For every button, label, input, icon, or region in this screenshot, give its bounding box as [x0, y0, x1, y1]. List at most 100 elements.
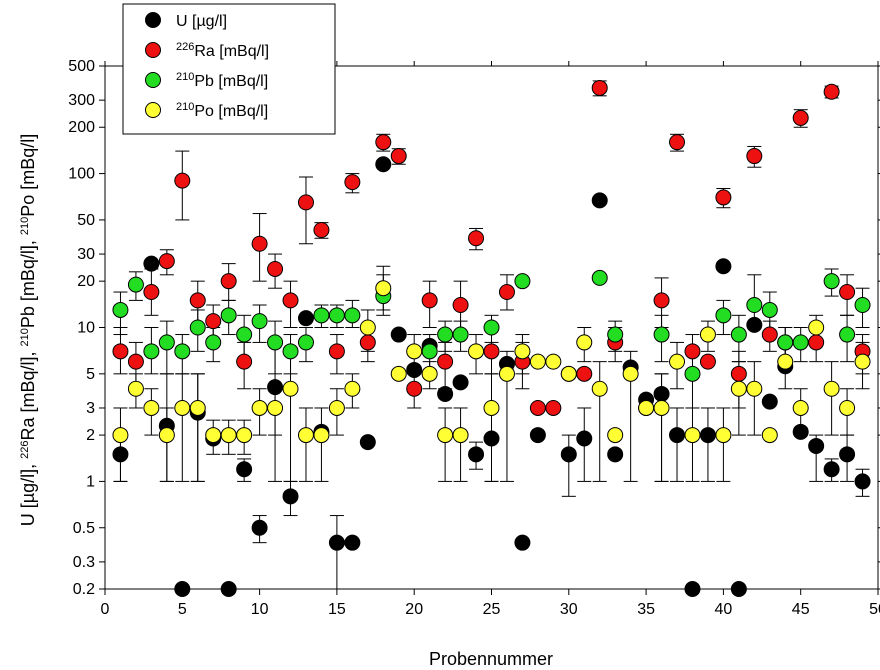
data-point-series-3 — [684, 427, 701, 444]
data-point-series-0 — [699, 427, 716, 444]
data-point-series-1 — [267, 260, 284, 277]
data-point-series-0 — [761, 393, 778, 410]
data-point-series-0 — [607, 446, 624, 463]
data-point-series-0 — [375, 156, 392, 173]
legend-marker — [145, 42, 161, 58]
data-point-series-2 — [746, 297, 763, 314]
data-point-series-2 — [344, 307, 361, 324]
data-point-series-3 — [127, 380, 144, 397]
data-point-series-3 — [236, 427, 253, 444]
data-point-series-2 — [730, 326, 747, 343]
superscript: 210 — [19, 217, 31, 235]
y-tick-label: 100 — [68, 166, 95, 183]
data-point-series-1 — [452, 297, 469, 314]
data-point-series-1 — [653, 292, 670, 309]
data-point-series-1 — [344, 174, 361, 191]
data-point-series-3 — [638, 399, 655, 416]
y-tick-label: 10 — [77, 320, 95, 337]
data-point-series-3 — [792, 399, 809, 416]
x-tick-label: 45 — [792, 601, 810, 618]
data-point-series-1 — [328, 343, 345, 360]
data-point-series-0 — [529, 427, 546, 444]
data-point-series-2 — [205, 334, 222, 351]
data-point-series-3 — [421, 365, 438, 382]
y-tick-label: 20 — [77, 273, 95, 290]
superscript: 210 — [19, 328, 31, 346]
text-span: Pb [mBq/l] — [194, 73, 268, 90]
data-point-series-2 — [823, 273, 840, 290]
legend-label: 210Pb [mBq/l] — [176, 71, 268, 90]
data-point-series-1 — [823, 83, 840, 100]
data-point-series-3 — [823, 380, 840, 397]
legend-label: U [µg/l] — [176, 13, 227, 30]
data-point-series-0 — [514, 534, 531, 551]
y-tick-label: 2 — [86, 427, 95, 444]
data-point-series-1 — [282, 292, 299, 309]
x-tick-label: 35 — [637, 601, 655, 618]
data-point-series-2 — [220, 307, 237, 324]
y-tick-label: 30 — [77, 246, 95, 263]
data-point-series-1 — [174, 172, 191, 189]
superscript: 226 — [19, 441, 31, 459]
data-point-series-2 — [607, 326, 624, 343]
superscript: 210 — [176, 101, 194, 113]
data-point-series-2 — [297, 334, 314, 351]
y-tick-label: 0.5 — [73, 520, 95, 537]
data-point-series-0 — [297, 310, 314, 327]
data-point-series-0 — [282, 488, 299, 505]
data-point-series-3 — [406, 343, 423, 360]
data-point-series-0 — [730, 581, 747, 597]
data-point-series-2 — [112, 301, 129, 318]
data-point-series-2 — [514, 273, 531, 290]
data-point-series-3 — [808, 319, 825, 336]
data-point-series-2 — [452, 326, 469, 343]
y-tick-label: 200 — [68, 119, 95, 136]
data-point-series-2 — [792, 334, 809, 351]
x-tick-label: 30 — [560, 601, 578, 618]
legend-label: 226Ra [mBq/l] — [176, 41, 269, 60]
y-tick-label: 3 — [86, 400, 95, 417]
x-tick-label: 50 — [869, 601, 880, 618]
data-point-series-3 — [576, 334, 593, 351]
data-point-series-0 — [143, 255, 160, 272]
data-point-series-0 — [823, 461, 840, 478]
data-point-series-3 — [854, 353, 871, 370]
x-tick-label: 40 — [715, 601, 733, 618]
data-point-series-1 — [421, 292, 438, 309]
data-point-series-1 — [297, 194, 314, 211]
text-span: Pb [mBq/l], — [18, 235, 38, 328]
data-point-series-3 — [545, 353, 562, 370]
superscript: 226 — [176, 41, 194, 53]
data-point-series-0 — [112, 446, 129, 463]
data-point-series-3 — [390, 365, 407, 382]
data-point-series-1 — [189, 292, 206, 309]
data-point-series-1 — [792, 109, 809, 126]
data-point-series-3 — [483, 399, 500, 416]
data-point-series-1 — [158, 253, 175, 270]
data-point-series-1 — [143, 284, 160, 301]
data-point-series-1 — [406, 380, 423, 397]
data-point-series-1 — [699, 353, 716, 370]
data-point-series-2 — [251, 313, 268, 330]
data-point-series-1 — [205, 313, 222, 330]
legend-label: 210Po [mBq/l] — [176, 101, 268, 120]
y-tick-label: 50 — [77, 212, 95, 229]
legend-marker — [145, 72, 161, 88]
data-point-series-1 — [746, 148, 763, 165]
data-point-series-0 — [251, 519, 268, 536]
y-tick-label: 0.3 — [73, 554, 95, 571]
data-point-series-3 — [622, 365, 639, 382]
data-point-series-0 — [267, 379, 284, 396]
data-point-series-3 — [297, 427, 314, 444]
data-point-series-2 — [143, 343, 160, 360]
text-span: U [ — [18, 503, 38, 526]
data-point-series-3 — [282, 380, 299, 397]
text-span: µg/l], — [18, 459, 38, 503]
data-point-series-3 — [560, 365, 577, 382]
data-point-series-2 — [236, 326, 253, 343]
data-point-series-1 — [468, 230, 485, 247]
data-point-series-3 — [607, 427, 624, 444]
data-point-series-3 — [777, 353, 794, 370]
legend-marker — [145, 102, 161, 118]
